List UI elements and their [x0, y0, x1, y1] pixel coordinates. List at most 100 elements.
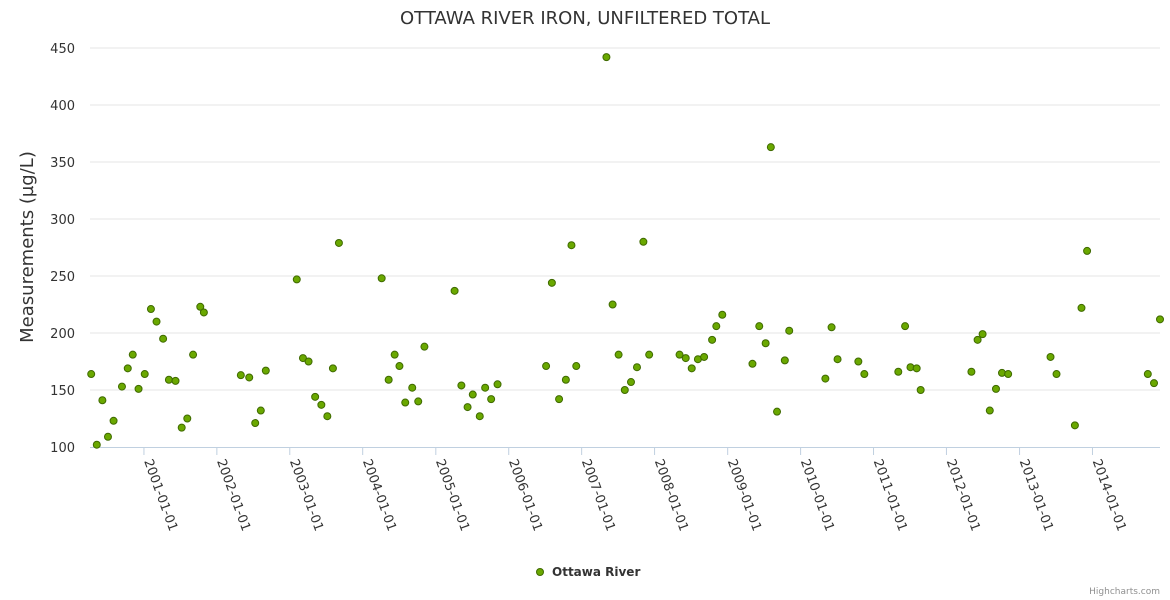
- data-point[interactable]: [555, 395, 564, 404]
- data-point[interactable]: [675, 350, 684, 359]
- data-point[interactable]: [463, 403, 472, 412]
- data-point[interactable]: [967, 367, 976, 376]
- data-point[interactable]: [608, 300, 617, 309]
- data-point[interactable]: [547, 278, 556, 287]
- data-point[interactable]: [1070, 421, 1079, 430]
- data-point[interactable]: [140, 370, 149, 379]
- data-point[interactable]: [146, 305, 155, 314]
- data-point[interactable]: [450, 286, 459, 295]
- data-point[interactable]: [245, 373, 254, 382]
- data-point[interactable]: [780, 356, 789, 365]
- data-point[interactable]: [468, 390, 477, 399]
- data-point[interactable]: [985, 406, 994, 415]
- data-point[interactable]: [152, 317, 161, 326]
- data-point[interactable]: [199, 308, 208, 317]
- data-point[interactable]: [639, 237, 648, 246]
- data-point[interactable]: [92, 440, 101, 449]
- data-point[interactable]: [860, 370, 869, 379]
- data-point[interactable]: [973, 335, 982, 344]
- data-point[interactable]: [916, 386, 925, 394]
- data-point[interactable]: [700, 352, 709, 361]
- data-point[interactable]: [1046, 352, 1055, 361]
- data-point[interactable]: [626, 378, 635, 387]
- data-point[interactable]: [833, 355, 842, 364]
- data-point[interactable]: [766, 143, 775, 152]
- data-point[interactable]: [328, 364, 337, 373]
- data-point[interactable]: [1150, 379, 1159, 388]
- data-point[interactable]: [708, 335, 717, 344]
- data-point[interactable]: [98, 396, 107, 405]
- data-point[interactable]: [261, 366, 270, 375]
- data-point[interactable]: [748, 359, 757, 368]
- data-point[interactable]: [912, 364, 921, 373]
- data-point[interactable]: [292, 275, 301, 284]
- data-point[interactable]: [645, 350, 654, 359]
- data-point[interactable]: [712, 322, 721, 331]
- data-point[interactable]: [164, 375, 173, 384]
- data-point[interactable]: [854, 357, 863, 366]
- credits-link[interactable]: Highcharts.com: [1089, 587, 1160, 597]
- data-point[interactable]: [334, 238, 343, 247]
- data-point[interactable]: [401, 398, 410, 407]
- data-point[interactable]: [128, 350, 137, 359]
- data-point[interactable]: [761, 339, 770, 348]
- data-point[interactable]: [414, 397, 423, 406]
- data-point[interactable]: [103, 432, 112, 441]
- data-point[interactable]: [614, 350, 623, 359]
- data-point[interactable]: [87, 370, 96, 379]
- data-point[interactable]: [978, 330, 987, 339]
- data-point[interactable]: [1156, 315, 1164, 324]
- data-point[interactable]: [687, 364, 696, 373]
- data-point[interactable]: [567, 241, 576, 250]
- legend[interactable]: Ottawa River: [536, 565, 641, 579]
- data-point[interactable]: [572, 362, 581, 371]
- data-point[interactable]: [177, 423, 186, 432]
- data-point[interactable]: [1083, 246, 1092, 255]
- data-point[interactable]: [395, 362, 404, 371]
- data-point[interactable]: [377, 274, 386, 283]
- data-point[interactable]: [251, 419, 260, 428]
- data-point[interactable]: [159, 334, 168, 343]
- data-point[interactable]: [311, 392, 320, 401]
- data-point[interactable]: [632, 363, 641, 372]
- data-point[interactable]: [117, 382, 126, 391]
- data-point[interactable]: [475, 412, 484, 421]
- data-point[interactable]: [487, 395, 496, 404]
- data-point[interactable]: [991, 384, 1000, 393]
- data-point[interactable]: [189, 350, 198, 359]
- data-point[interactable]: [196, 302, 205, 311]
- legend-item-ottawa-river[interactable]: Ottawa River: [552, 565, 640, 579]
- data-point[interactable]: [493, 380, 502, 389]
- data-point[interactable]: [755, 322, 764, 331]
- data-point[interactable]: [134, 384, 143, 393]
- data-point[interactable]: [827, 323, 836, 332]
- data-point[interactable]: [457, 381, 466, 390]
- data-point[interactable]: [901, 322, 910, 331]
- data-point[interactable]: [109, 416, 118, 425]
- data-point[interactable]: [602, 53, 611, 62]
- data-point[interactable]: [620, 386, 629, 394]
- data-point[interactable]: [183, 414, 192, 423]
- data-point[interactable]: [1052, 370, 1061, 379]
- data-point[interactable]: [821, 374, 830, 383]
- data-point[interactable]: [304, 357, 313, 366]
- data-point[interactable]: [123, 364, 132, 373]
- data-point[interactable]: [561, 375, 570, 384]
- data-point[interactable]: [1077, 303, 1086, 312]
- data-point[interactable]: [1143, 370, 1152, 379]
- data-point[interactable]: [420, 342, 429, 351]
- data-point[interactable]: [773, 407, 782, 416]
- data-point[interactable]: [298, 354, 307, 363]
- data-point[interactable]: [408, 383, 417, 392]
- data-point[interactable]: [542, 362, 551, 371]
- data-point[interactable]: [681, 354, 690, 363]
- data-point[interactable]: [317, 400, 326, 409]
- data-point[interactable]: [384, 375, 393, 384]
- data-point[interactable]: [718, 310, 727, 319]
- data-point[interactable]: [481, 383, 490, 392]
- data-point[interactable]: [171, 376, 180, 385]
- data-point[interactable]: [390, 350, 399, 359]
- data-point[interactable]: [256, 406, 265, 415]
- data-point[interactable]: [236, 371, 245, 380]
- data-point[interactable]: [785, 326, 794, 335]
